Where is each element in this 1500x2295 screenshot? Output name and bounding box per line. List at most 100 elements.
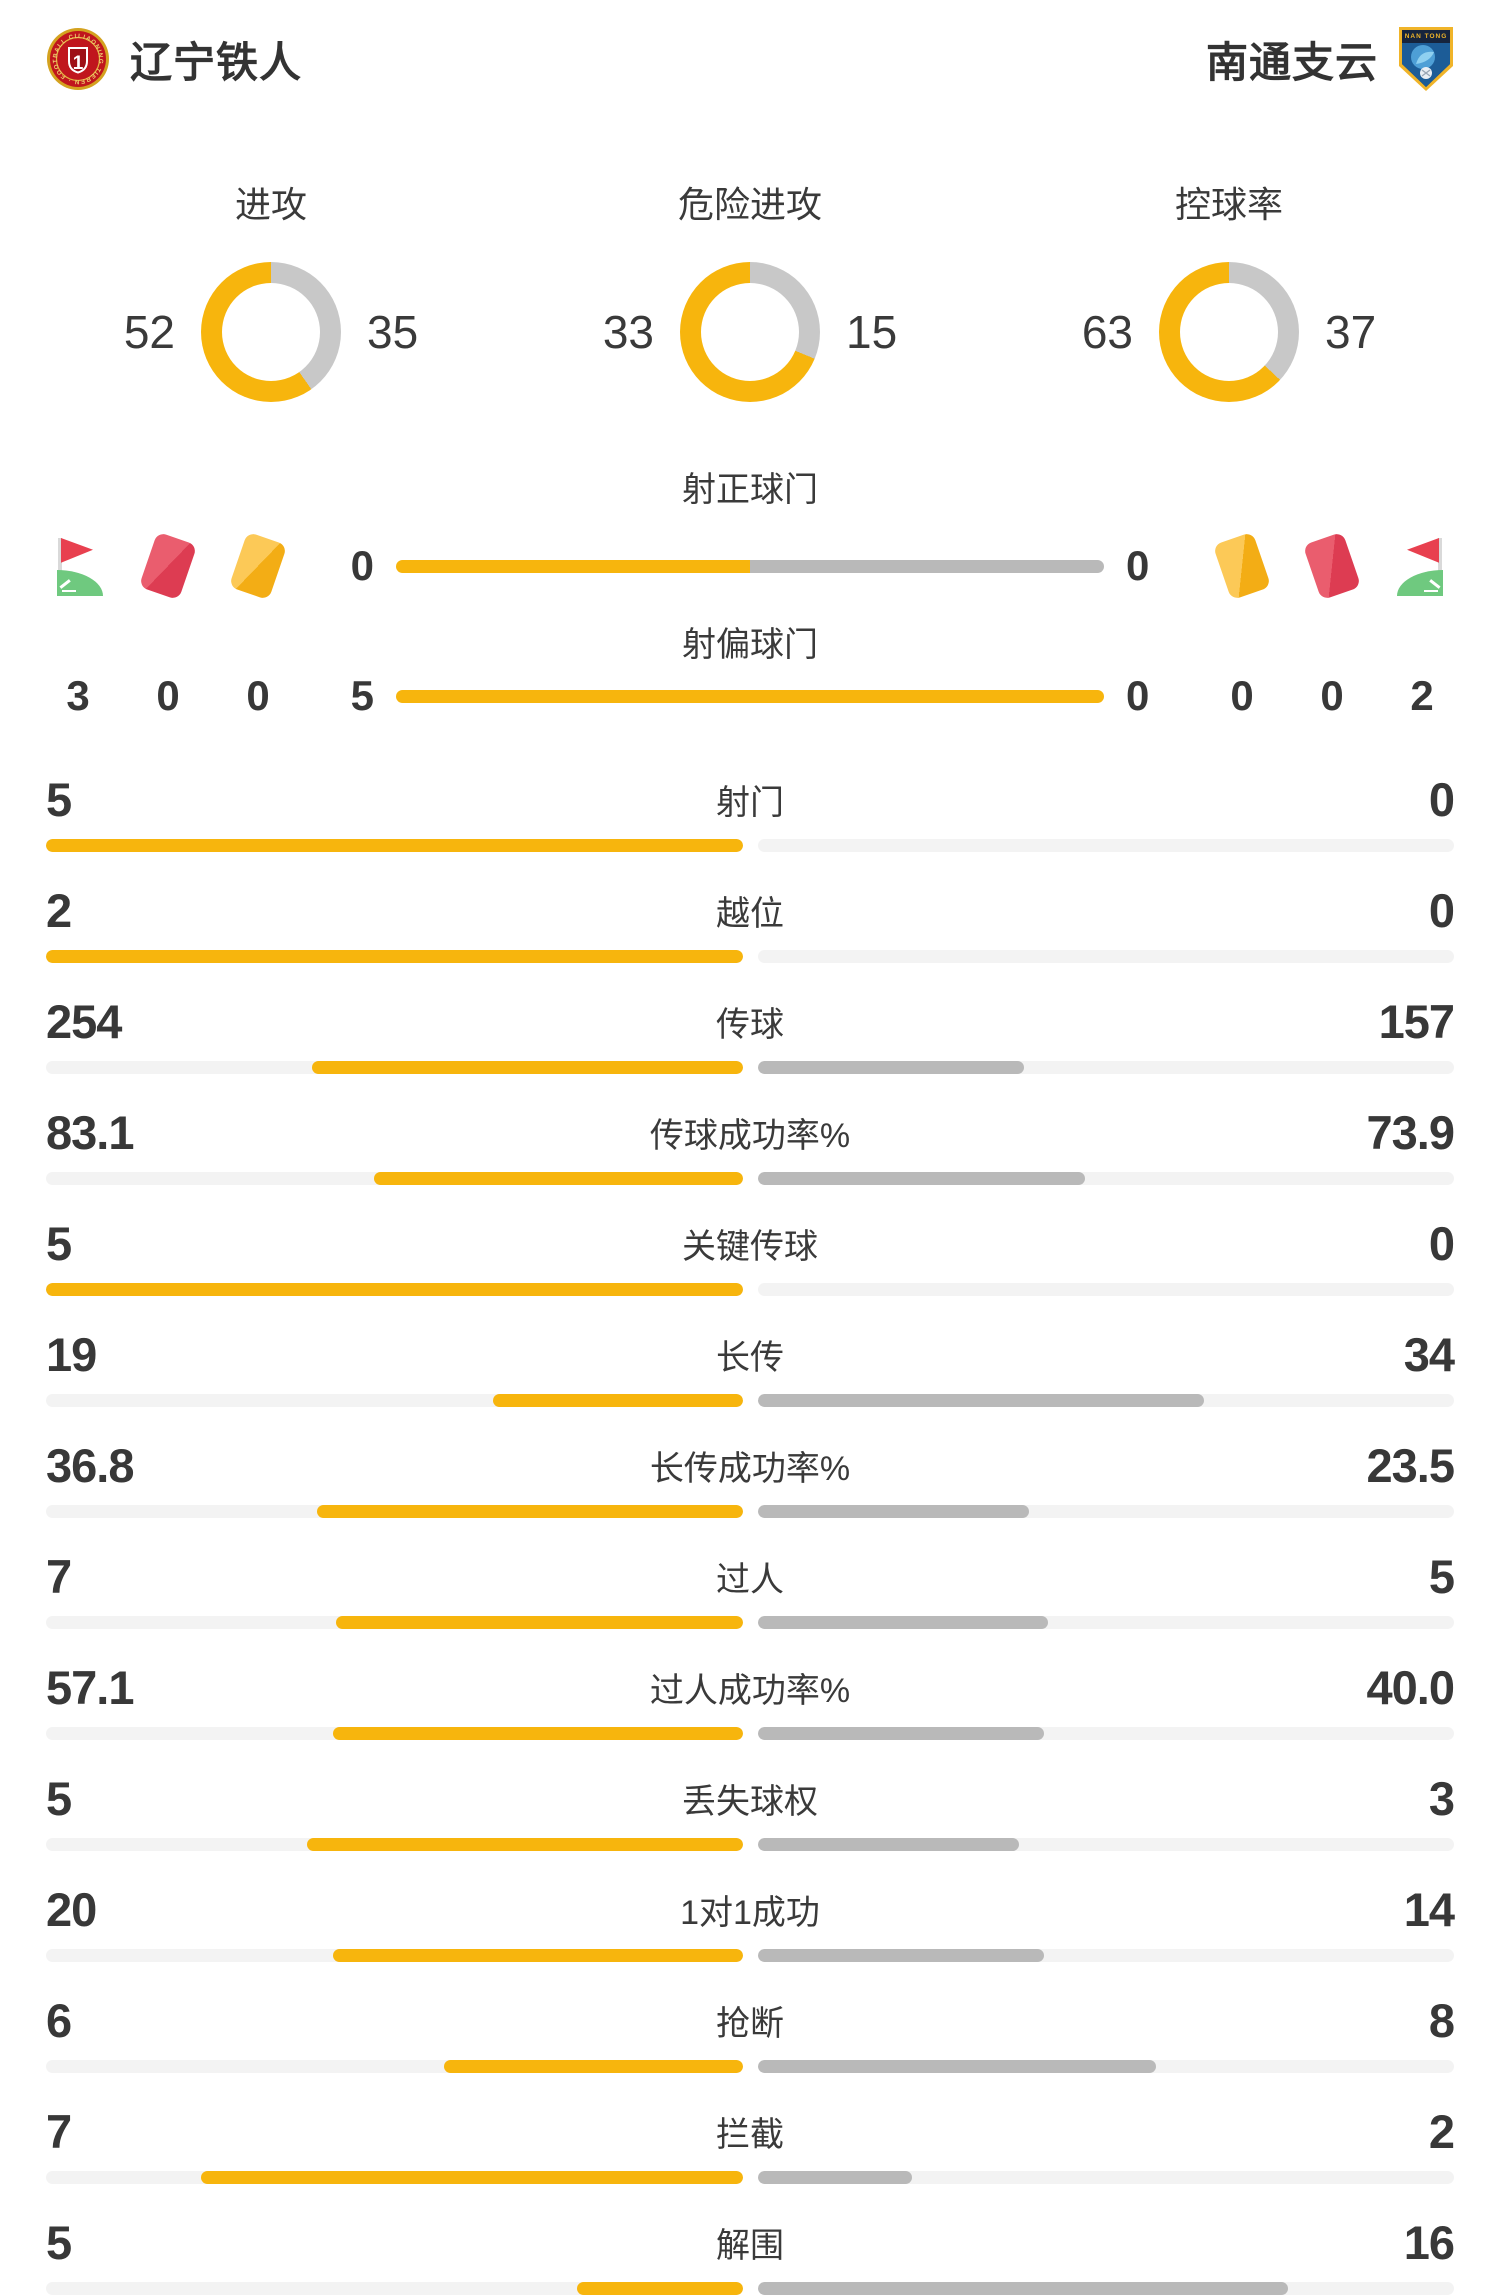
stat-bar-home-fill <box>312 1061 743 1074</box>
stat-row: 5 解围 16 <box>0 2215 1500 2295</box>
stat-bar-away-track <box>757 839 1454 852</box>
stat-home-value: 5 <box>46 1217 72 1270</box>
flag-cloth <box>61 538 93 563</box>
stat-bar <box>0 1061 1500 1074</box>
home-team-logo-icon: LIAONING TIEREN · FOOTBALL CLUB · 1 <box>46 27 109 90</box>
stat-bar-away-track <box>757 1727 1454 1740</box>
stat-bar-home-track <box>46 1949 743 1962</box>
home-team: LIAONING TIEREN · FOOTBALL CLUB · 1 辽宁铁人 <box>46 27 302 91</box>
stat-bar <box>0 1172 1500 1185</box>
shots-off-target-home: 5 <box>350 672 374 719</box>
donut-chart <box>201 262 341 402</box>
shots-on-target-row: 射正球门 0 0 <box>0 462 1500 601</box>
stat-row: 254 传球 157 <box>0 994 1500 1074</box>
stat-away-value: 0 <box>1428 884 1455 937</box>
donut-row: 33 15 <box>584 262 916 402</box>
stat-bar-away-track <box>757 1505 1454 1518</box>
stat-bar-home-track <box>46 1172 743 1185</box>
stat-home-value: 5 <box>46 1772 72 1825</box>
stat-head: 20 1对1成功 14 <box>0 1882 1500 1937</box>
shots-on-target-away: 0 <box>1126 542 1150 589</box>
stat-bar-away-fill <box>757 1838 1019 1851</box>
stat-label: 抢断 <box>716 2005 784 2043</box>
shots-section: 射正球门 0 0 <box>0 462 1500 722</box>
stat-home-value: 5 <box>46 2216 72 2269</box>
discipline-icons-line: 0 0 <box>0 531 1500 601</box>
stat-home-value: 6 <box>46 1994 72 2047</box>
stat-bar-away-fill <box>757 1394 1205 1407</box>
stat-row: 83.1 传球成功率% 73.9 <box>0 1105 1500 1185</box>
away-red-cards-count-cell: 0 <box>1300 672 1364 720</box>
stat-bar-away-fill <box>757 1172 1086 1185</box>
stat-away-value: 14 <box>1403 1883 1455 1936</box>
stat-bar-home-track <box>46 2171 743 2184</box>
stat-bar-home-track <box>46 1727 743 1740</box>
stat-head: 5 关键传球 0 <box>0 1216 1500 1271</box>
stat-bar-home-fill <box>373 1172 743 1185</box>
flag-cloth <box>1407 538 1439 564</box>
stat-bar-away-track <box>757 1949 1454 1962</box>
stat-bar-away-track <box>757 1394 1454 1407</box>
shots-off-target-row: 射偏球门 3 0 0 5 0 0 0 2 <box>0 617 1500 722</box>
stat-away-value: 0 <box>1428 1217 1455 1270</box>
yellow-card-icon <box>228 531 288 601</box>
stat-bar <box>0 839 1500 852</box>
corner-flag-icon <box>1395 536 1449 596</box>
home-yellow-card-cell <box>226 531 290 601</box>
red-card-icon <box>138 531 198 601</box>
shots-on-target-label: 射正球门 <box>682 471 818 509</box>
stat-bar <box>0 1838 1500 1851</box>
stat-bar-away-track <box>757 1172 1454 1185</box>
home-yellow-cards-count-cell: 0 <box>226 672 290 720</box>
stat-row: 36.8 长传成功率% 23.5 <box>0 1438 1500 1518</box>
bar-home-segment <box>396 689 1104 703</box>
stat-label: 射门 <box>716 784 784 822</box>
stat-label: 拦截 <box>716 2116 784 2154</box>
away-yellow-card-cell <box>1210 531 1274 601</box>
donut-home-value: 63 <box>1081 306 1133 358</box>
stat-head: 2 越位 0 <box>0 883 1500 938</box>
shots-on-target-home: 0 <box>350 542 374 589</box>
donut-chart <box>680 262 820 402</box>
stat-head: 7 过人 5 <box>0 1549 1500 1604</box>
stat-bar <box>0 1616 1500 1629</box>
stat-bar-home-fill <box>307 1838 743 1851</box>
stat-row: 57.1 过人成功率% 40.0 <box>0 1660 1500 1740</box>
stat-bar <box>0 2060 1500 2073</box>
stat-row: 7 拦截 2 <box>0 2104 1500 2184</box>
stat-bar-away-track <box>757 1283 1454 1296</box>
stat-bar-home-track <box>46 1394 743 1407</box>
stat-head: 36.8 长传成功率% 23.5 <box>0 1438 1500 1493</box>
team-header: LIAONING TIEREN · FOOTBALL CLUB · 1 辽宁铁人… <box>0 0 1500 92</box>
stat-row: 5 射门 0 <box>0 772 1500 852</box>
stat-bar-away-fill <box>757 1505 1029 1518</box>
corner-flag-icon <box>51 536 105 596</box>
donut-group-attacks: 进攻 52 35 <box>105 176 437 402</box>
stat-bar-home-fill <box>317 1505 743 1518</box>
stat-bar-away-fill <box>757 1727 1045 1740</box>
stat-bar-home-fill <box>332 1949 743 1962</box>
stat-bar-away-fill <box>757 2060 1156 2073</box>
stat-label: 越位 <box>716 895 784 933</box>
stat-bar-home-fill <box>200 2171 743 2184</box>
home-red-cards-count: 0 <box>156 672 180 719</box>
stat-label: 传球成功率% <box>649 1117 851 1155</box>
away-red-card-cell <box>1300 531 1364 601</box>
stat-bar-home-track <box>46 2282 743 2295</box>
stat-bar-home-track <box>46 1283 743 1296</box>
stat-row: 7 过人 5 <box>0 1549 1500 1629</box>
stat-bar <box>0 2282 1500 2295</box>
svg-text:NAN TONG: NAN TONG <box>1405 33 1448 40</box>
stat-bar <box>0 1727 1500 1740</box>
stat-home-value: 5 <box>46 773 72 826</box>
stat-label: 解围 <box>716 2227 784 2265</box>
away-corners-count: 2 <box>1410 672 1434 719</box>
stat-bar <box>0 1283 1500 1296</box>
stat-head: 5 丢失球权 3 <box>0 1771 1500 1826</box>
discipline-counts-line: 3 0 0 5 0 0 0 2 <box>0 670 1500 722</box>
stat-label: 过人成功率% <box>649 1672 851 1710</box>
stat-home-value: 57.1 <box>46 1661 134 1714</box>
stat-bar-away-track <box>757 1616 1454 1629</box>
shots-on-target-bar <box>396 559 1104 573</box>
stat-label: 关键传球 <box>682 1228 818 1266</box>
